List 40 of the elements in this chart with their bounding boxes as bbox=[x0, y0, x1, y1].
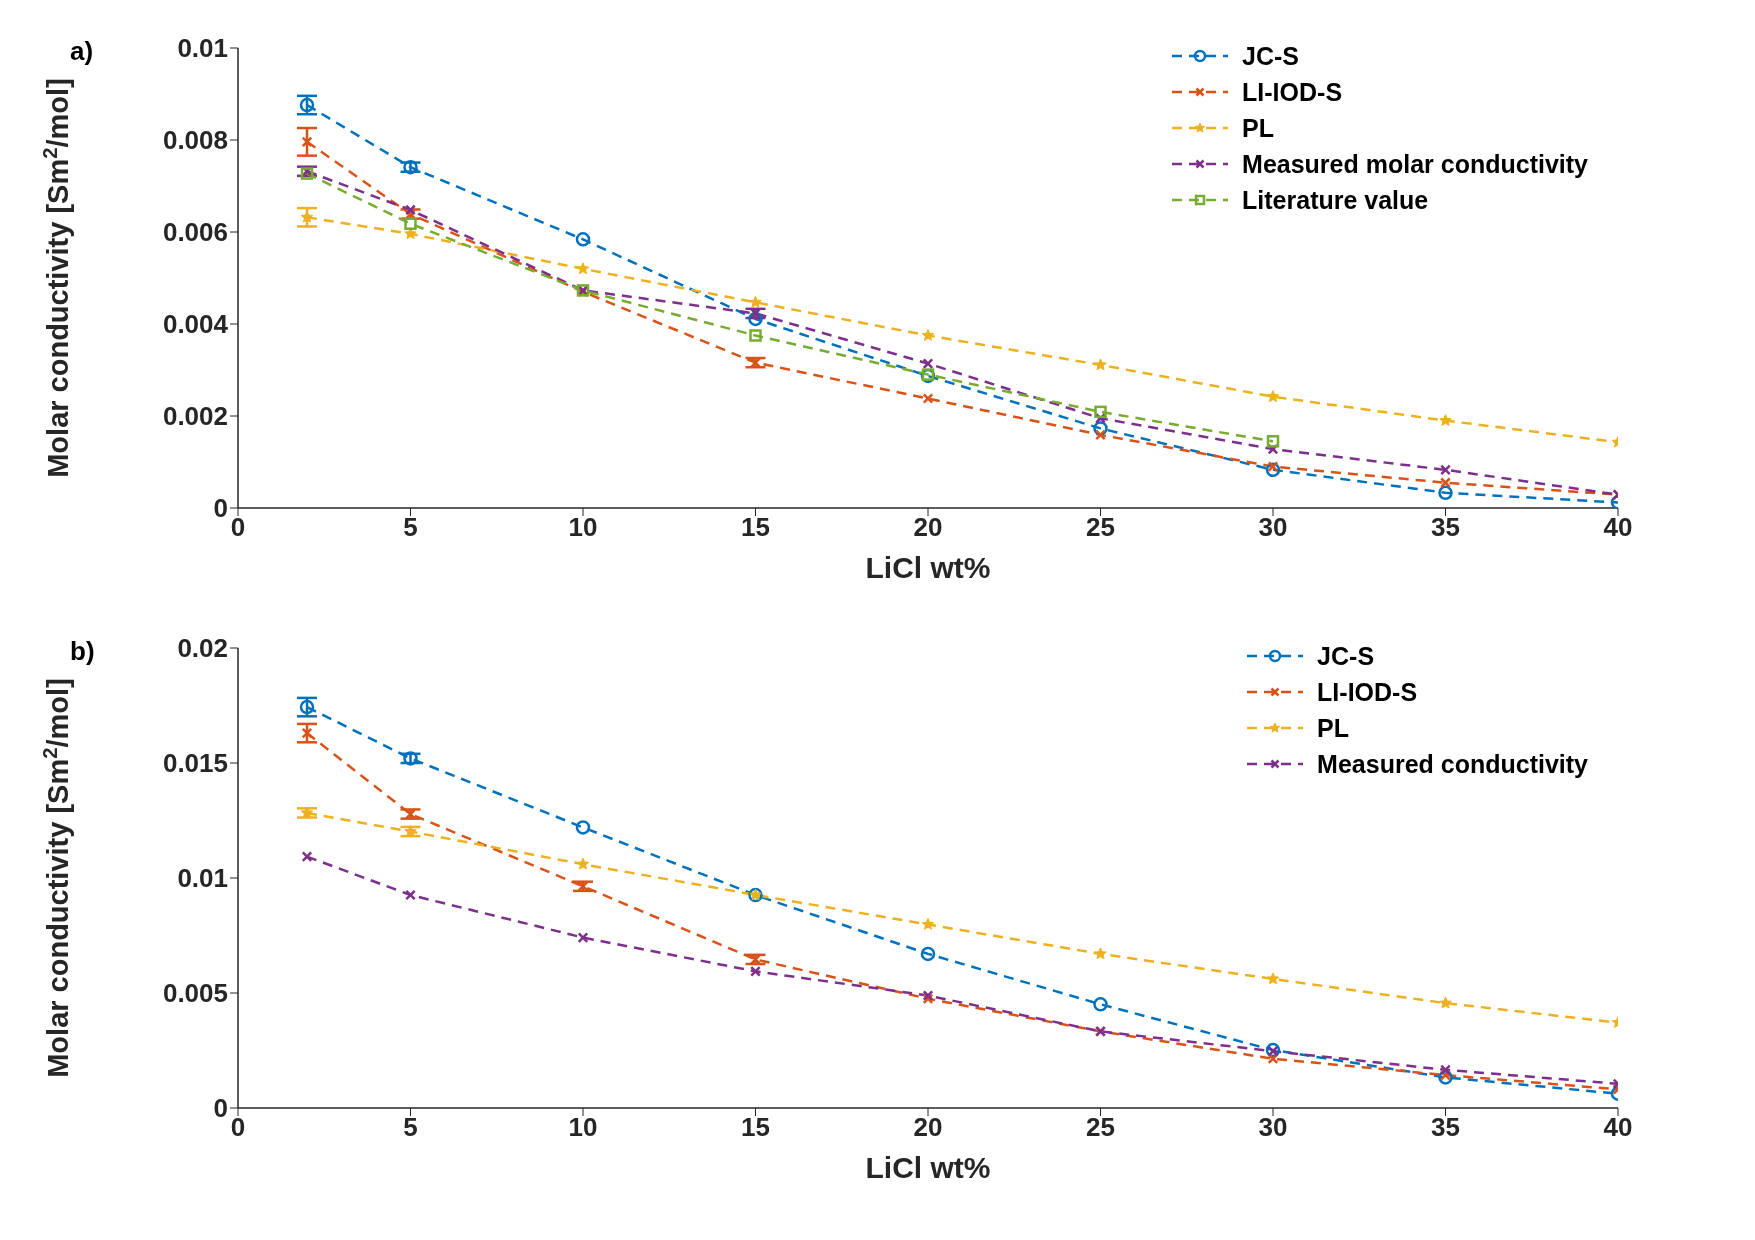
legend-label: JC-S bbox=[1242, 41, 1300, 71]
y-tick-label: 0 bbox=[213, 493, 228, 524]
legend-label: Measured molar conductivity bbox=[1242, 149, 1588, 179]
x-tick-label: 25 bbox=[1086, 1112, 1115, 1143]
x-tick-label: 40 bbox=[1603, 512, 1633, 543]
x-tick-label: 5 bbox=[403, 1112, 418, 1143]
x-tick-label: 20 bbox=[913, 1112, 943, 1143]
x-tick-label: 10 bbox=[568, 1112, 598, 1143]
legend-label: Literature value bbox=[1242, 185, 1429, 215]
x-tick-label: 35 bbox=[1431, 512, 1460, 543]
text: a) bbox=[70, 36, 94, 67]
y-tick-label: 0.004 bbox=[162, 309, 229, 340]
x-axis-title: LiCl wt% bbox=[865, 551, 991, 584]
x-tick-label: 15 bbox=[741, 512, 770, 543]
y-tick-label: 0 bbox=[213, 1093, 228, 1124]
x-tick-label: 30 bbox=[1258, 1112, 1288, 1143]
x-tick-label: 40 bbox=[1603, 1112, 1633, 1143]
y-tick-label: 0.006 bbox=[162, 217, 228, 248]
x-axis-title: LiCl wt% bbox=[865, 1151, 991, 1184]
x-tick-label: 25 bbox=[1086, 512, 1115, 543]
x-tick-label: 35 bbox=[1431, 1112, 1460, 1143]
y-tick-label: 0.008 bbox=[162, 125, 228, 156]
legend-label: PL bbox=[1317, 713, 1350, 743]
x-tick-label: 20 bbox=[913, 512, 943, 543]
legend-label: PL bbox=[1242, 113, 1275, 143]
y-tick-label: 0.01 bbox=[177, 863, 228, 894]
y-tick-label: 0.015 bbox=[162, 748, 228, 779]
y-tick-label: 0.02 bbox=[177, 633, 228, 664]
y-tick-label: 0.01 bbox=[177, 33, 228, 64]
text: b) bbox=[70, 636, 95, 667]
y-tick-label: 0.005 bbox=[162, 978, 228, 1009]
y-tick-label: 0.002 bbox=[162, 401, 228, 432]
legend-label: LI-IOD-S bbox=[1317, 677, 1418, 707]
x-tick-label: 10 bbox=[568, 512, 598, 543]
legend-label: Measured conductivity bbox=[1317, 749, 1588, 779]
x-tick-label: 5 bbox=[403, 512, 418, 543]
legend-label: LI-IOD-S bbox=[1242, 77, 1343, 107]
x-tick-label: 15 bbox=[741, 1112, 770, 1143]
x-tick-label: 30 bbox=[1258, 512, 1288, 543]
legend-label: JC-S bbox=[1317, 641, 1375, 671]
